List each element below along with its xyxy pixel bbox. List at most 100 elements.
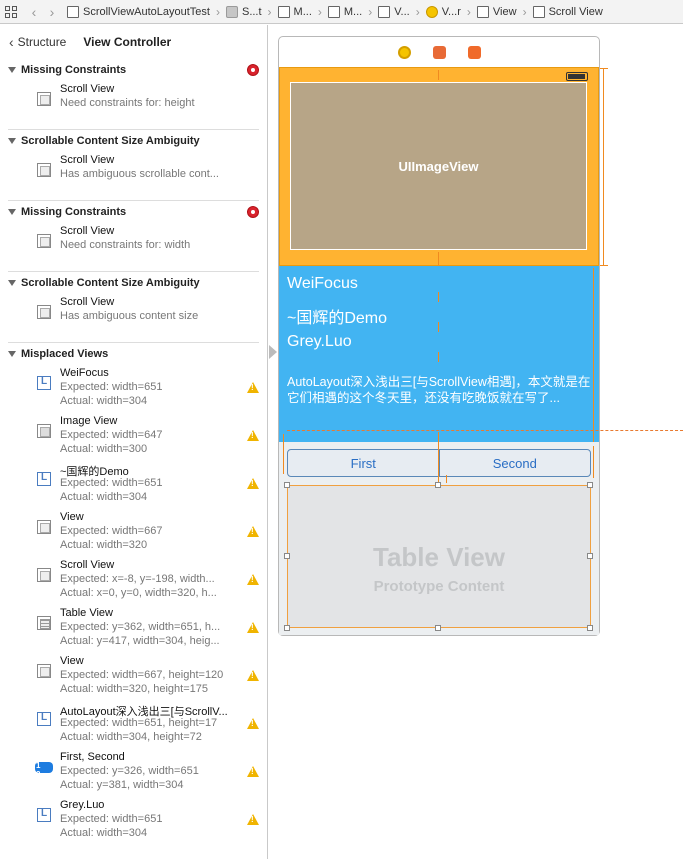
issue-row[interactable]: Scroll View Has ambiguous content size xyxy=(0,294,267,342)
content-view[interactable] xyxy=(279,266,599,442)
constraint-line[interactable] xyxy=(603,68,604,266)
misplaced-row[interactable]: AutoLayout深入浅出三[与ScrollV...Expected: wid… xyxy=(0,701,267,749)
expand-outline-icon[interactable] xyxy=(269,345,277,359)
image-view[interactable]: UIImageView xyxy=(290,82,587,250)
issue-group-header[interactable]: Scrollable Content Size Ambiguity xyxy=(0,272,267,294)
view-controller-icon[interactable] xyxy=(397,46,411,59)
disclosure-triangle-icon[interactable] xyxy=(8,209,16,215)
disclosure-triangle-icon[interactable] xyxy=(8,67,16,73)
misplaced-row[interactable]: View Expected: width=667, height=120 Actua… xyxy=(0,653,267,701)
misplaced-item-name: AutoLayout深入浅出三[与ScrollV... xyxy=(60,706,228,718)
warning-icon[interactable] xyxy=(247,526,259,537)
disclosure-triangle-icon[interactable] xyxy=(8,138,16,144)
project-file-icon xyxy=(67,5,79,18)
issue-row[interactable]: Scroll View Need constraints for: width xyxy=(0,223,267,271)
resize-handle[interactable] xyxy=(435,625,441,631)
misplaced-item-name: ~国辉的Demo xyxy=(60,466,129,478)
misplaced-row[interactable]: Table View Expected: y=362, width=651, h.… xyxy=(0,605,267,653)
table-view[interactable]: Table View Prototype Content xyxy=(287,485,591,628)
view-view-icon xyxy=(37,568,51,582)
jump-folder[interactable]: S...t xyxy=(225,5,262,18)
resize-handle[interactable] xyxy=(587,553,593,559)
jump-storyboard[interactable]: M... xyxy=(277,5,312,18)
issue-row[interactable]: Scroll View Has ambiguous scrollable cont… xyxy=(0,152,267,200)
issues-panel: ‹ Structure View Controller Missing Cons… xyxy=(0,25,268,859)
divider xyxy=(8,200,259,201)
structure-back-button[interactable]: Structure xyxy=(17,34,67,49)
chevron-left-icon[interactable]: ‹ xyxy=(9,33,14,50)
issue-group: Scrollable Content Size Ambiguity Scroll … xyxy=(0,130,267,200)
issue-group-header[interactable]: Misplaced Views xyxy=(0,343,267,365)
issue-item-name: Scroll View xyxy=(60,296,115,308)
jump-view-controller[interactable]: V...r xyxy=(425,5,461,18)
resize-handle[interactable] xyxy=(284,553,290,559)
warning-icon[interactable] xyxy=(247,766,259,777)
demo-label[interactable]: ~国辉的Demo xyxy=(287,310,388,327)
forward-arrow-icon[interactable]: › xyxy=(49,3,55,20)
grey-luo-label[interactable]: Grey.Luo xyxy=(287,333,352,350)
disclosure-triangle-icon[interactable] xyxy=(8,280,16,286)
jump-scene[interactable]: V... xyxy=(378,5,410,18)
constraint-line[interactable] xyxy=(600,68,608,69)
resize-handle[interactable] xyxy=(435,482,441,488)
jump-project[interactable]: ScrollViewAutoLayoutTest xyxy=(67,5,210,18)
constraint-line[interactable] xyxy=(438,70,439,80)
divider xyxy=(8,271,259,272)
warning-icon[interactable] xyxy=(247,718,259,729)
jump-label: V... xyxy=(394,5,410,18)
constraint-line[interactable] xyxy=(593,446,594,478)
resize-handle[interactable] xyxy=(587,625,593,631)
segment-first[interactable]: First xyxy=(350,455,376,471)
constraint-line[interactable] xyxy=(446,475,447,483)
related-items-icon[interactable] xyxy=(5,5,19,18)
issue-group-header[interactable]: Missing Constraints xyxy=(0,201,267,223)
constraint-line[interactable] xyxy=(438,322,439,332)
misplaced-row[interactable]: Grey.Luo Expected: width=651 Actual: width… xyxy=(0,797,267,845)
constraint-line[interactable] xyxy=(438,432,439,444)
exit-icon[interactable] xyxy=(467,46,481,59)
table-view-icon xyxy=(37,616,51,630)
warning-icon[interactable] xyxy=(247,430,259,441)
expected-frame: Expected: width=651 xyxy=(60,477,163,489)
misplaced-row[interactable]: Scroll View Expected: x=-8, y=-198, width… xyxy=(0,557,267,605)
segmented-control[interactable]: First Second xyxy=(287,449,591,477)
expected-frame: Expected: y=326, width=651 xyxy=(60,765,199,777)
segment-second[interactable]: Second xyxy=(438,450,591,476)
resize-handle[interactable] xyxy=(284,482,290,488)
misplaced-row[interactable]: View Expected: width=667 Actual: width=320 xyxy=(0,509,267,557)
constraint-line[interactable] xyxy=(438,292,439,302)
weifocus-label[interactable]: WeiFocus xyxy=(287,275,358,292)
issue-row[interactable]: Scroll View Need constraints for: height xyxy=(0,81,267,129)
warning-icon[interactable] xyxy=(247,670,259,681)
issues-header: ‹ Structure View Controller xyxy=(0,25,267,59)
constraint-line[interactable] xyxy=(593,268,594,442)
issue-group-header[interactable]: Missing Constraints xyxy=(0,59,267,81)
constraint-line[interactable] xyxy=(283,434,284,474)
actual-frame: Actual: y=381, width=304 xyxy=(60,779,184,791)
constraint-line[interactable] xyxy=(600,265,608,266)
first-responder-icon[interactable] xyxy=(432,46,446,59)
issue-group-header[interactable]: Scrollable Content Size Ambiguity xyxy=(0,130,267,152)
actual-frame: Actual: x=0, y=0, width=320, h... xyxy=(60,587,217,599)
disclosure-triangle-icon[interactable] xyxy=(8,351,16,357)
warning-icon[interactable] xyxy=(247,622,259,633)
constraint-line[interactable] xyxy=(438,442,439,482)
back-arrow-icon[interactable]: ‹ xyxy=(31,3,37,20)
misplaced-row[interactable]: WeiFocus Expected: width=651 Actual: width… xyxy=(0,365,267,413)
misplaced-row[interactable]: Image View Expected: width=647 Actual: wid… xyxy=(0,413,267,461)
jump-scroll-view[interactable]: Scroll View xyxy=(532,5,603,18)
constraint-line[interactable] xyxy=(438,352,439,362)
resize-handle[interactable] xyxy=(587,482,593,488)
description-label[interactable]: AutoLayout深入浅出三[与ScrollView相遇]，本文就是在它们相遇… xyxy=(287,375,591,405)
issue-group: Missing Constraints Scroll View Need const… xyxy=(0,201,267,271)
resize-handle[interactable] xyxy=(284,625,290,631)
warning-icon[interactable] xyxy=(247,814,259,825)
jump-storyboard-base[interactable]: M... xyxy=(327,5,362,18)
warning-icon[interactable] xyxy=(247,478,259,489)
warning-icon[interactable] xyxy=(247,382,259,393)
jump-view[interactable]: View xyxy=(476,5,517,18)
warning-icon[interactable] xyxy=(247,574,259,585)
misplaced-row[interactable]: First, Second Expected: y=326, width=651 A… xyxy=(0,749,267,797)
constraint-line[interactable] xyxy=(438,252,439,266)
